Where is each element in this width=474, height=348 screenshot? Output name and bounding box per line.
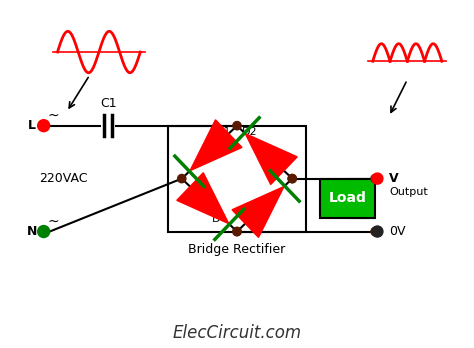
Text: Bridge Rectifier: Bridge Rectifier bbox=[188, 243, 286, 256]
Polygon shape bbox=[190, 120, 242, 171]
Circle shape bbox=[233, 121, 241, 130]
Circle shape bbox=[372, 173, 383, 184]
Text: +: + bbox=[373, 174, 382, 184]
Circle shape bbox=[288, 174, 296, 183]
Polygon shape bbox=[245, 134, 297, 184]
Text: ~: ~ bbox=[48, 214, 60, 228]
Polygon shape bbox=[177, 173, 229, 224]
Text: Output: Output bbox=[389, 188, 428, 197]
Text: D1: D1 bbox=[216, 127, 232, 137]
Circle shape bbox=[38, 120, 50, 132]
Text: Load: Load bbox=[328, 191, 366, 205]
Circle shape bbox=[233, 227, 241, 236]
Text: 0V: 0V bbox=[389, 225, 405, 238]
Circle shape bbox=[233, 227, 241, 236]
Polygon shape bbox=[232, 187, 284, 237]
Text: D2: D2 bbox=[242, 127, 257, 137]
Circle shape bbox=[288, 174, 296, 183]
Text: C1: C1 bbox=[100, 96, 117, 110]
Text: L: L bbox=[28, 119, 36, 132]
Text: D3: D3 bbox=[242, 214, 257, 224]
Text: N: N bbox=[27, 225, 37, 238]
Text: D4: D4 bbox=[212, 214, 228, 224]
Circle shape bbox=[38, 226, 50, 238]
Circle shape bbox=[178, 174, 186, 183]
Circle shape bbox=[371, 174, 379, 183]
Text: V: V bbox=[389, 172, 399, 185]
Text: ElecCircuit.com: ElecCircuit.com bbox=[173, 324, 301, 342]
Text: 220VAC: 220VAC bbox=[39, 172, 88, 185]
Circle shape bbox=[371, 227, 379, 236]
Circle shape bbox=[372, 226, 383, 237]
FancyBboxPatch shape bbox=[320, 179, 375, 218]
Text: ~: ~ bbox=[48, 109, 60, 122]
